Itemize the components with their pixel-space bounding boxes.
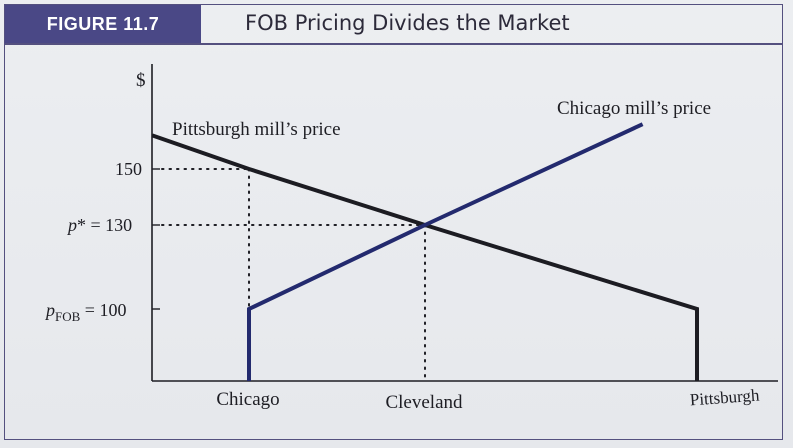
x-label-cleveland: Cleveland [385, 392, 463, 413]
y-tick-label-pfob: pFOB = 100 [44, 300, 126, 324]
y-tick-label-pstar: p* = 130 [66, 215, 132, 235]
series-label-chicago: Chicago mill’s price [557, 98, 711, 119]
x-label-pittsburgh: Pittsburgh [689, 386, 760, 410]
figure-header: FIGURE 11.7 FOB Pricing Divides the Mark… [5, 5, 782, 45]
x-label-chicago: Chicago [216, 389, 279, 410]
y-axis-dollar-label: $ [136, 70, 146, 91]
series-label-pittsburgh: Pittsburgh mill’s price [172, 119, 341, 140]
y-tick-label-150: 150 [115, 159, 142, 179]
figure-frame: FIGURE 11.7 FOB Pricing Divides the Mark… [4, 4, 783, 440]
figure-title: FOB Pricing Divides the Market [245, 11, 570, 35]
figure-number-badge: FIGURE 11.7 [5, 5, 201, 43]
series-line-chicago [247, 122, 644, 381]
